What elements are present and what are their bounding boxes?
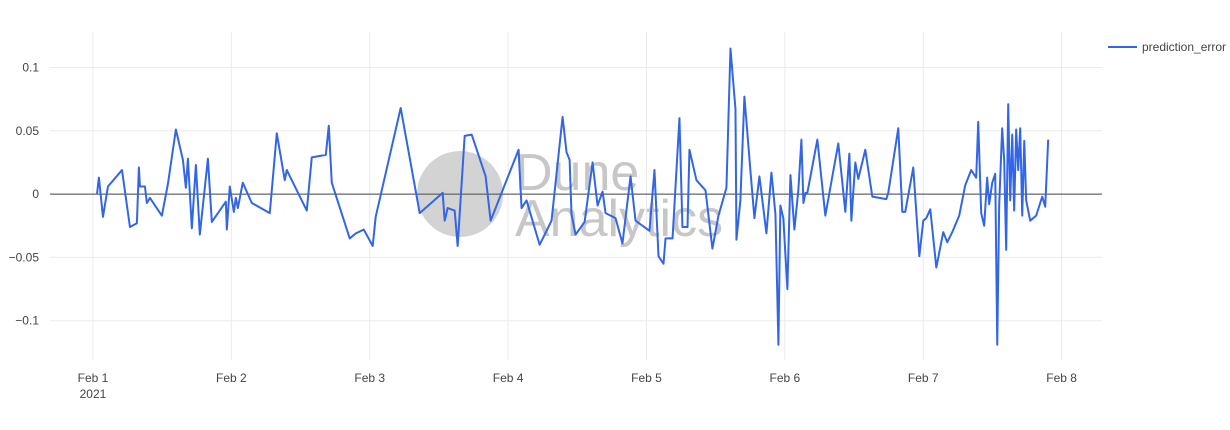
y-tick-label: −0.05 <box>9 250 40 264</box>
watermark-text: Analytics <box>515 190 723 248</box>
series-line <box>95 47 1050 346</box>
legend-label: prediction_error <box>1142 40 1226 54</box>
x-tick-label: Feb 6 <box>770 371 801 385</box>
y-tick-label: 0.05 <box>16 124 40 138</box>
watermark-text: Dune <box>515 144 639 202</box>
y-tick-label: 0 <box>32 187 39 201</box>
x-tick-label: Feb 1 2021 <box>78 371 109 401</box>
x-tick-label: Feb 7 <box>908 371 939 385</box>
x-tick-label: Feb 2 <box>216 371 247 385</box>
y-tick-label: 0.1 <box>22 60 39 74</box>
x-tick-label: Feb 8 <box>1046 371 1077 385</box>
x-tick-label: Feb 5 <box>631 371 662 385</box>
x-tick-label: Feb 4 <box>493 371 524 385</box>
x-tick-label: Feb 3 <box>354 371 385 385</box>
y-tick-label: −0.1 <box>15 314 39 328</box>
